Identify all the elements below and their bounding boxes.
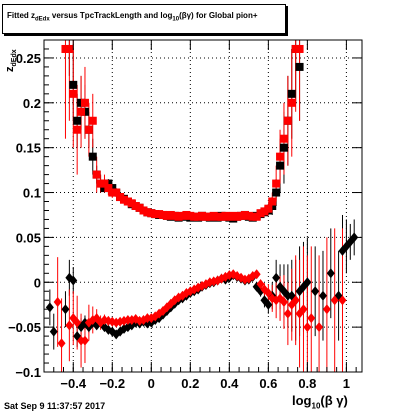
data-point-square bbox=[104, 184, 113, 193]
x-tick-label: 0.2 bbox=[181, 376, 199, 391]
ylabel-sub: dEdx bbox=[11, 49, 19, 67]
data-point-square bbox=[80, 98, 89, 107]
y-tick-label: 0.05 bbox=[16, 230, 41, 245]
data-point-square bbox=[272, 188, 281, 197]
data-point-diamond bbox=[49, 326, 58, 337]
data-point-diamond bbox=[45, 302, 54, 313]
y-tick-label: 0.2 bbox=[23, 96, 41, 111]
data-point-diamond bbox=[315, 322, 324, 333]
y-tick-label: 0.25 bbox=[16, 51, 41, 66]
data-point-square bbox=[283, 116, 292, 125]
title-sub1: dEdx bbox=[35, 16, 50, 23]
x-tick-label: 0.8 bbox=[298, 376, 316, 391]
data-point-square bbox=[73, 116, 82, 125]
data-point-square bbox=[287, 89, 296, 98]
data-point-diamond bbox=[311, 286, 320, 297]
data-point-square bbox=[65, 44, 74, 53]
data-point-diamond bbox=[291, 295, 300, 306]
data-point-square bbox=[69, 89, 78, 98]
data-point-diamond bbox=[279, 297, 288, 308]
data-point-square bbox=[73, 125, 82, 134]
data-point-diamond bbox=[264, 288, 273, 299]
data-point-square bbox=[287, 98, 296, 107]
data-point-square bbox=[279, 143, 288, 152]
y-tick-label: 0.1 bbox=[23, 186, 41, 201]
x-tick-label: −0.4 bbox=[60, 376, 86, 391]
data-point-diamond bbox=[303, 277, 312, 288]
x-tick-label: 0.6 bbox=[259, 376, 277, 391]
y-tick-label: 0 bbox=[34, 275, 41, 290]
timestamp-footer: Sat Sep 9 11:37:57 2017 bbox=[4, 401, 106, 411]
data-point-diamond bbox=[256, 279, 265, 290]
data-point-diamond bbox=[272, 272, 281, 283]
data-point-diamond bbox=[248, 270, 257, 281]
data-point-square bbox=[264, 204, 273, 213]
tick-labels: −0.4 −0.2 0 0.2 0.4 0.6 0.8 1 −0.1 −0.05 0 0.05 0.1 0… bbox=[8, 51, 350, 391]
data-point-diamond bbox=[252, 269, 261, 280]
data-point-square bbox=[69, 80, 78, 89]
data-point-square bbox=[295, 44, 304, 53]
data-point-diamond bbox=[69, 275, 78, 286]
ylabel-main: z bbox=[4, 66, 16, 73]
data-point-diamond bbox=[299, 304, 308, 315]
data-point-diamond bbox=[61, 304, 70, 315]
data-point-diamond bbox=[53, 297, 62, 308]
data-point-diamond bbox=[322, 304, 331, 315]
xlabel-main: log bbox=[292, 393, 312, 408]
plot-frame bbox=[43, 39, 363, 373]
data-point-square bbox=[100, 179, 109, 188]
chart-title: Fitted zdEdx versus TpcTrackLength and l… bbox=[2, 4, 286, 34]
title-prefix: Fitted z bbox=[7, 11, 35, 20]
data-point-diamond bbox=[338, 295, 347, 306]
data-point-square bbox=[88, 152, 97, 161]
x-tick-label: 0 bbox=[148, 376, 155, 391]
data-point-diamond bbox=[303, 322, 312, 333]
data-point-diamond bbox=[80, 335, 89, 346]
data-point-diamond bbox=[264, 299, 273, 310]
title-middle: versus TpcTrackLength and log bbox=[49, 11, 173, 20]
x-tick-label: 1 bbox=[343, 376, 350, 391]
data-point-square bbox=[295, 62, 304, 71]
data-point-diamond bbox=[65, 320, 74, 331]
data-point-square bbox=[276, 152, 285, 161]
data-point-square bbox=[276, 161, 285, 170]
data-point-square bbox=[112, 188, 121, 197]
data-point-diamond bbox=[57, 338, 66, 349]
data-point-diamond bbox=[307, 313, 316, 324]
y-tick-label: −0.05 bbox=[8, 320, 41, 335]
x-axis-label: log10(β γ) bbox=[292, 393, 348, 411]
data-point-diamond bbox=[283, 308, 292, 319]
data-markers bbox=[45, 44, 359, 349]
y-tick-label: −0.1 bbox=[15, 365, 41, 380]
x-tick-label: −0.2 bbox=[99, 376, 125, 391]
axis-ticks bbox=[44, 40, 362, 373]
data-point-diamond bbox=[326, 268, 335, 279]
y-axis-label: zdEdx bbox=[4, 49, 18, 72]
y-tick-label: 0.15 bbox=[16, 141, 41, 156]
data-point-square bbox=[279, 134, 288, 143]
title-suffix: (βγ) for Global pion+ bbox=[179, 11, 258, 20]
data-point-square bbox=[88, 116, 97, 125]
xlabel-sub: 10 bbox=[311, 401, 321, 411]
title-sub2: 10 bbox=[172, 16, 180, 23]
x-tick-label: 0.4 bbox=[220, 376, 239, 391]
data-point-square bbox=[77, 107, 86, 116]
xlabel-rest: (β γ) bbox=[320, 393, 348, 408]
data-point-square bbox=[272, 179, 281, 188]
data-point-diamond bbox=[73, 317, 82, 328]
data-point-square bbox=[92, 170, 101, 179]
data-point-diamond bbox=[330, 295, 339, 306]
data-point-square bbox=[268, 197, 277, 206]
data-point-square bbox=[84, 125, 93, 134]
data-point-diamond bbox=[318, 290, 327, 301]
